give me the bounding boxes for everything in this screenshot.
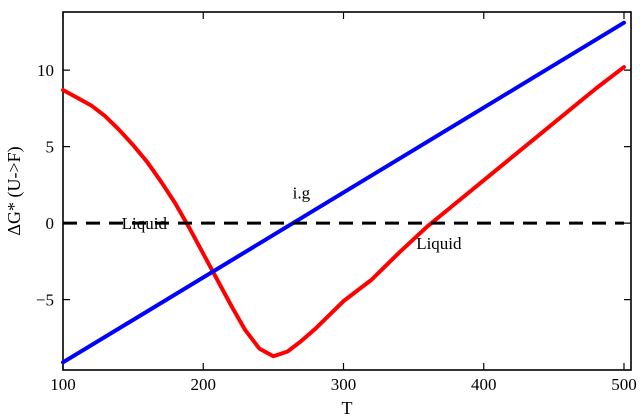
- series-line-1: [61, 65, 626, 359]
- x-tick-label: 100: [50, 375, 76, 394]
- series: [61, 20, 626, 365]
- x-tick-label: 200: [190, 375, 216, 394]
- x-axis-label: T: [342, 398, 353, 418]
- annotation-label: Liquid: [122, 214, 168, 233]
- x-tick-label: 400: [471, 375, 497, 394]
- x-tick-label: 500: [611, 375, 637, 394]
- plot-frame: [62, 11, 632, 371]
- y-tick-label: 10: [37, 61, 54, 80]
- annotation-label: Liquid: [416, 234, 462, 253]
- x-tick-label: 300: [331, 375, 357, 394]
- y-tick-label: 0: [46, 214, 55, 233]
- y-tick-label: 5: [46, 138, 55, 157]
- annotations: Liquid i.g Liquid: [122, 184, 462, 253]
- y-tick-label: −5: [36, 291, 54, 310]
- series-line-2: [61, 20, 626, 365]
- annotation-label: i.g: [293, 184, 311, 203]
- ticks: 100 200 300 400 500 −5 0 5 10: [36, 12, 637, 394]
- plot-area: 100 200 300 400 500 −5 0 5 10 Liquid i.g Liquid: [36, 11, 637, 394]
- y-axis-label: ΔG* (U->F): [4, 146, 25, 235]
